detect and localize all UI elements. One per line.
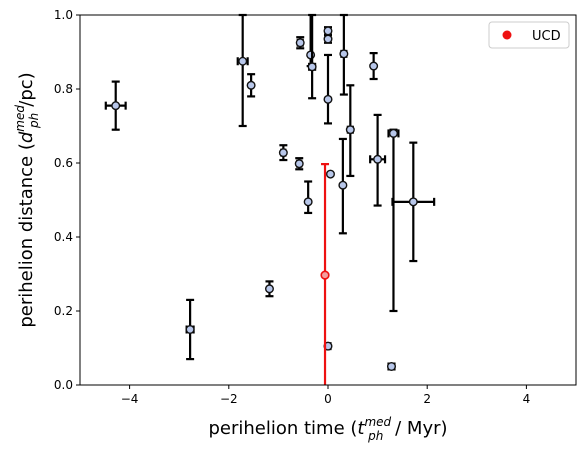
point-marker: [369, 61, 379, 71]
y-axis: 0.0 0.2 0.4 0.6 0.8 1.0: [54, 8, 80, 392]
point-marker: [246, 80, 256, 90]
x-tick-label: −2: [220, 392, 238, 406]
point-marker: [373, 154, 383, 164]
point-marker: [388, 128, 398, 138]
point-marker: [323, 34, 333, 44]
data-point: [236, 13, 249, 128]
data-point: [303, 180, 313, 215]
y-tick-label: 0.2: [54, 304, 73, 318]
legend: UCD: [488, 21, 570, 49]
data-point: [246, 73, 256, 98]
point-marker: [345, 125, 355, 135]
y-tick-label: 0.6: [54, 156, 73, 170]
data-point: [323, 53, 333, 125]
data-point: [264, 280, 274, 298]
x-tick-label: 2: [423, 392, 431, 406]
point-marker: [323, 94, 333, 104]
ucd-marker: [320, 270, 330, 280]
point-marker: [264, 284, 274, 294]
data-point: [295, 36, 305, 50]
point-marker: [294, 159, 304, 169]
data-point: [323, 34, 333, 44]
data-point: [386, 362, 396, 372]
point-marker: [408, 197, 418, 207]
y-axis-label: perihelion distance (dmedph/pc): [13, 72, 41, 327]
x-axis: −4 −2 0 2 4: [121, 385, 530, 406]
point-marker: [303, 197, 313, 207]
point-marker: [323, 26, 333, 36]
point-marker: [111, 101, 121, 111]
x-tick-label: 4: [523, 392, 531, 406]
y-tick-label: 0.0: [54, 378, 73, 392]
legend-box: [488, 21, 570, 49]
y-tick-label: 0.4: [54, 230, 73, 244]
data-point: [323, 26, 333, 36]
point-marker: [338, 180, 348, 190]
data-point: [391, 141, 436, 263]
point-marker: [325, 169, 335, 179]
data-point: [278, 144, 288, 162]
data-point: [185, 298, 195, 361]
data-point: [345, 84, 355, 178]
data-point: [306, 15, 316, 68]
point-marker: [238, 56, 248, 66]
legend-label-ucd: UCD: [532, 29, 561, 44]
data-point: [325, 169, 335, 179]
data-point: [369, 113, 387, 207]
data-point: [294, 157, 304, 171]
data-point: [104, 80, 127, 131]
x-tick-label: −4: [121, 392, 139, 406]
y-tick-label: 1.0: [54, 8, 73, 22]
point-marker: [306, 50, 316, 60]
data-point: [338, 137, 348, 235]
y-tick-label: 0.8: [54, 82, 73, 96]
point-marker: [339, 49, 349, 59]
ucd-point: [320, 163, 330, 385]
point-marker: [386, 362, 396, 372]
point-marker: [307, 62, 317, 72]
x-axis-label: perihelion time (tmed ph / Myr): [208, 415, 447, 443]
point-marker: [185, 325, 195, 335]
data-point: [339, 13, 349, 96]
data-point: [387, 128, 400, 313]
legend-marker-ucd: [502, 30, 512, 40]
point-marker: [295, 38, 305, 48]
point-marker: [278, 148, 288, 158]
x-tick-label: 0: [324, 392, 332, 406]
data-point: [369, 52, 379, 81]
chart-marks: [104, 13, 436, 385]
